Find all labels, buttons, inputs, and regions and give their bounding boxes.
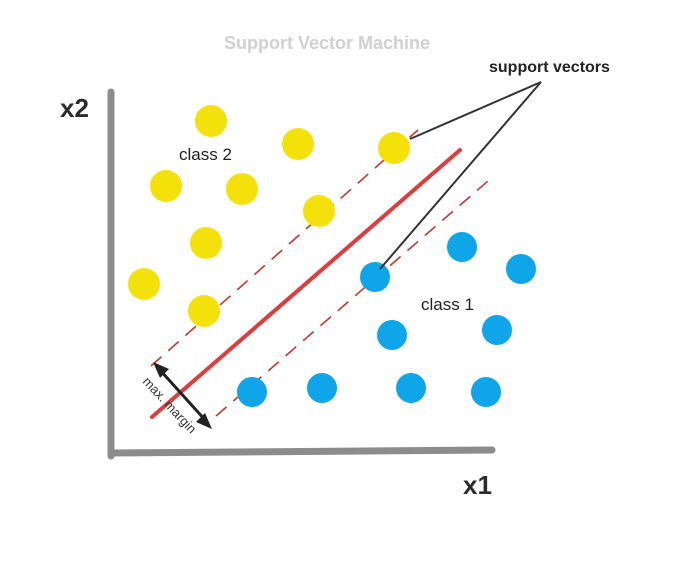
x-axis xyxy=(107,446,496,457)
class-2-points xyxy=(128,105,410,327)
support-vectors-label: support vectors xyxy=(489,59,610,76)
class-1-point xyxy=(447,232,477,262)
class-1-point xyxy=(482,315,512,345)
class-2-point xyxy=(195,105,227,137)
diagram-title: Support Vector Machine xyxy=(224,33,430,53)
class-2-point xyxy=(188,295,220,327)
separating-hyperplane xyxy=(150,148,462,419)
class-2-point xyxy=(128,268,160,300)
x-axis-label: x1 xyxy=(463,470,492,500)
class-2-point xyxy=(190,227,222,259)
class-2-point xyxy=(282,128,314,160)
lower-margin-line xyxy=(215,180,489,417)
class-2-point xyxy=(150,170,182,202)
support-vector-pointer-blue xyxy=(379,81,542,270)
class-1-points xyxy=(237,232,536,407)
class-2-label: class 2 xyxy=(179,145,232,164)
class-2-point xyxy=(226,173,258,205)
double-headed-arrow-icon xyxy=(153,362,212,429)
class-1-point xyxy=(471,377,501,407)
class-1-point xyxy=(377,320,407,350)
support-vector-pointer-yellow xyxy=(409,81,542,140)
class-1-point xyxy=(506,254,536,284)
y-axis-label: x2 xyxy=(60,93,89,123)
class-1-point xyxy=(360,262,390,292)
upper-margin-line xyxy=(150,129,419,367)
class-2-point xyxy=(303,195,335,227)
class-1-point xyxy=(307,373,337,403)
class-1-point xyxy=(237,377,267,407)
class-2-point xyxy=(378,132,410,164)
class-1-point xyxy=(396,373,426,403)
class-1-label: class 1 xyxy=(421,295,474,314)
